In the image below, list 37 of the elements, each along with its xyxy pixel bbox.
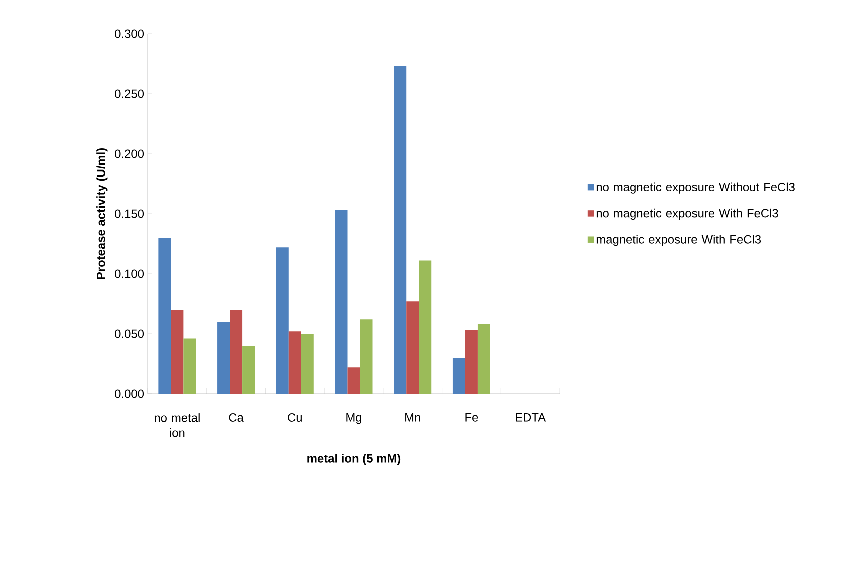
x-tick-label: Cu [288,414,302,422]
y-axis-title: Protease activity (U/ml) [96,148,108,280]
x-tick-label: EDTA [516,414,546,422]
bar [406,302,420,394]
bar [218,322,230,394]
bar [452,358,466,394]
legend-label: magnetic exposure With FeCl3 [596,235,762,246]
x-tick-label: Ca [229,414,244,422]
y-tick-label: 0.200 [115,150,144,158]
y-tick-label: 0.000 [115,390,144,398]
x-tick-label: Mg [346,414,362,424]
bar [184,338,196,394]
bar [394,66,407,394]
y-tick-label: 0.250 [115,90,144,98]
legend-label: no magnetic exposure With FeCl3 [596,208,778,220]
x-tick-label: Mn [406,414,420,422]
bar [348,368,360,394]
bar [360,320,373,394]
y-tick-label: 0.150 [115,210,144,218]
bar [419,260,432,394]
y-tick-label: 0.050 [115,330,144,338]
bar [288,332,302,394]
bar [301,334,314,394]
x-axis-title: metal ion (5 mM) [308,454,401,466]
bar [335,210,348,394]
legend-label: no magnetic exposure Without FeCl3 [596,182,795,194]
bar [276,248,289,394]
bar [478,324,490,394]
x-tick-label: Fe [466,414,478,422]
bar [465,330,478,394]
bar [230,310,243,394]
y-tick-label: 0.100 [115,270,144,278]
y-tick-label: 0.300 [115,30,144,38]
x-tick-label: no metal ion [154,414,200,438]
bar [171,310,184,394]
bar [158,238,172,394]
bar [242,346,256,394]
